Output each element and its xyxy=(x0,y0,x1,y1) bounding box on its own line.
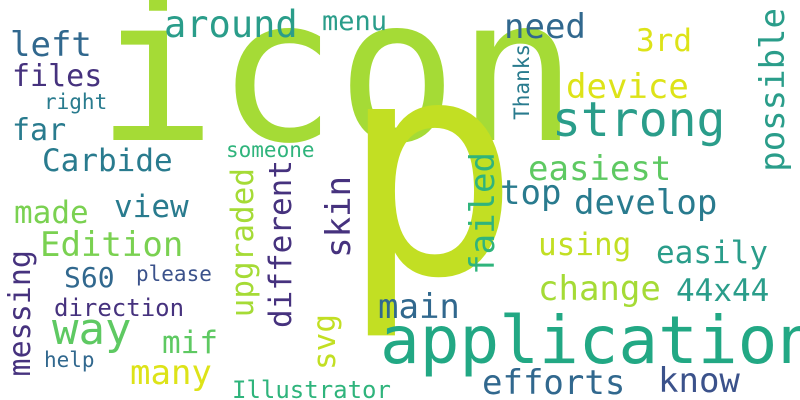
word-44x44: 44x44 xyxy=(676,273,770,309)
word-menu: menu xyxy=(322,6,388,37)
word-upgraded: upgraded xyxy=(225,168,261,318)
word-around: around xyxy=(164,3,298,46)
word-made: made xyxy=(14,195,89,231)
word-left: left xyxy=(10,25,92,65)
word-skin: skin xyxy=(319,176,359,258)
word-illustrator: Illustrator xyxy=(232,376,391,400)
word-possible: possible xyxy=(753,8,793,172)
word-direction: direction xyxy=(54,294,185,322)
word-mif: mif xyxy=(162,325,218,361)
word-files: files xyxy=(12,59,103,94)
word-need: need xyxy=(504,7,586,47)
word-main: main xyxy=(378,287,460,327)
word-easily: easily xyxy=(656,235,768,271)
word-help: help xyxy=(44,348,95,372)
word-icon: icon xyxy=(96,0,578,188)
word-thanks: Thanks xyxy=(510,44,534,120)
word-application: application xyxy=(380,302,800,379)
word-different: different xyxy=(263,160,299,328)
word-develop: develop xyxy=(574,183,718,223)
word-many: many xyxy=(130,353,212,393)
word-view: view xyxy=(114,189,189,225)
word-using: using xyxy=(538,227,632,263)
word-know: know xyxy=(658,361,740,400)
word-p: p xyxy=(340,0,521,344)
word-top: top xyxy=(500,173,562,213)
word-easiest: easiest xyxy=(528,149,672,189)
word-way: way xyxy=(52,304,132,355)
word-messing: messing xyxy=(3,250,38,377)
word-failed: failed xyxy=(463,152,503,275)
word-far: far xyxy=(12,113,67,148)
word-svg: svg xyxy=(307,314,343,370)
word-strong: strong xyxy=(552,92,726,148)
word-device: device xyxy=(566,67,689,107)
word-s60: S60 xyxy=(64,261,115,294)
word-carbide: Carbide xyxy=(42,143,173,179)
word-3rd: 3rd xyxy=(636,23,692,59)
word-right: right xyxy=(44,90,108,114)
word-please: please xyxy=(136,262,212,286)
word-efforts: efforts xyxy=(482,363,626,400)
word-change: change xyxy=(538,269,661,309)
word-someone: someone xyxy=(226,138,315,162)
word-edition: Edition xyxy=(40,225,184,265)
